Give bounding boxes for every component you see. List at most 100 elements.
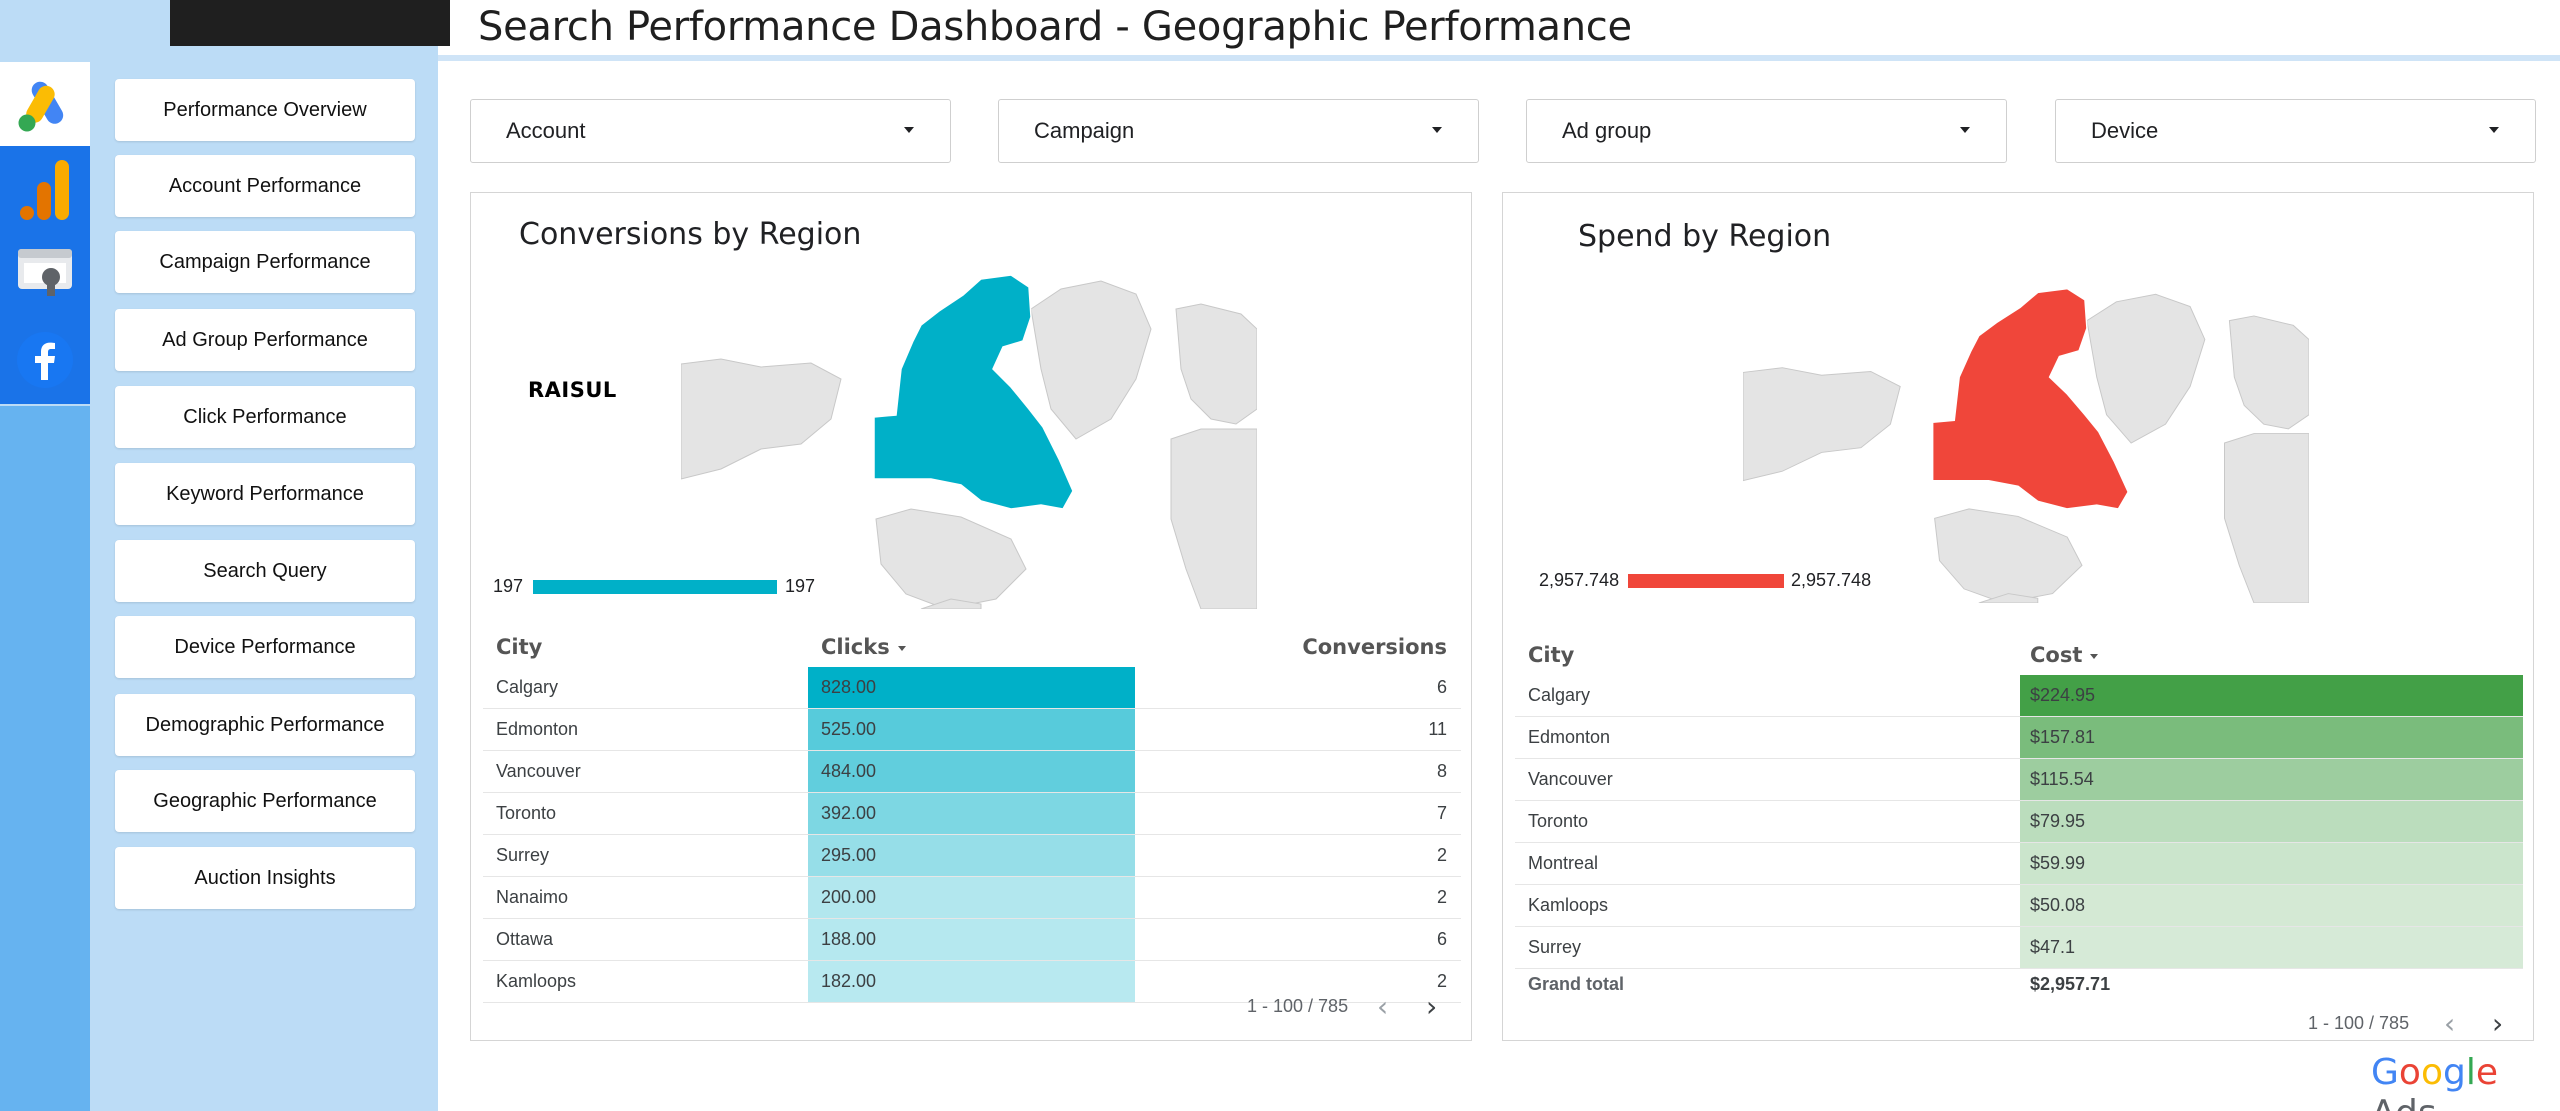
nav-item-demographic-performance[interactable]: Demographic Performance — [115, 694, 415, 756]
col-header-city[interactable]: City — [1528, 643, 1575, 667]
cell-conversions: 6 — [1436, 929, 1447, 949]
nav-item-device-performance[interactable]: Device Performance — [115, 616, 415, 678]
table-row[interactable]: Ottawa 188.00 6 — [483, 919, 1461, 961]
nav-item-keyword-performance[interactable]: Keyword Performance — [115, 463, 415, 525]
table-row[interactable]: Montreal $59.99 — [1515, 843, 2523, 885]
cell-conversions: 11 — [1428, 719, 1447, 739]
col-header-city[interactable]: City — [496, 635, 543, 659]
nav-item-account-performance[interactable]: Account Performance — [115, 155, 415, 217]
dropdown-caret-icon — [2489, 127, 2499, 133]
cell-clicks: 392.00 — [808, 793, 1135, 834]
cell-clicks: 828.00 — [808, 667, 1135, 708]
spend-map[interactable] — [1743, 283, 2309, 603]
table-row[interactable]: Surrey 295.00 2 — [483, 835, 1461, 877]
conversions-map[interactable] — [681, 269, 1257, 609]
table-row[interactable]: Calgary $224.95 — [1515, 675, 2523, 717]
col-header-label: Cost — [2030, 643, 2083, 667]
cell-conversions: 2 — [1436, 845, 1447, 865]
col-header-cost[interactable]: Cost — [2030, 643, 2099, 667]
cell-conversions: 6 — [1436, 677, 1447, 697]
legend-gradient-bar — [1628, 574, 1784, 588]
cell-conversions: 2 — [1436, 887, 1447, 907]
facebook-icon[interactable] — [0, 316, 90, 406]
nav-item-auction-insights[interactable]: Auction Insights — [115, 847, 415, 909]
col-header-clicks[interactable]: Clicks — [821, 635, 906, 659]
cell-city: Vancouver — [496, 761, 581, 781]
prev-page-icon[interactable]: ‹ — [2444, 1007, 2456, 1040]
logo-placeholder — [170, 0, 450, 46]
table-row[interactable]: Toronto 392.00 7 — [483, 793, 1461, 835]
legend-gradient-bar — [533, 580, 777, 594]
table-row[interactable]: Kamloops 182.00 2 — [483, 961, 1461, 1003]
table-row[interactable]: Vancouver 484.00 8 — [483, 751, 1461, 793]
cell-city: Toronto — [1528, 811, 1589, 831]
next-page-icon[interactable]: › — [2492, 1007, 2504, 1040]
cell-city: Edmonton — [496, 719, 579, 739]
cell-clicks: 188.00 — [808, 919, 1135, 960]
filter-label: Account — [506, 118, 586, 143]
cell-cost: $59.99 — [2020, 843, 2523, 884]
cell-city: Vancouver — [1528, 769, 1613, 789]
filter-label: Device — [2091, 118, 2159, 143]
prev-page-icon[interactable]: ‹ — [1377, 990, 1389, 1023]
title-divider — [438, 55, 2560, 61]
pagination-label: 1 - 100 / 785 — [1247, 996, 1349, 1016]
cell-cost: $50.08 — [2020, 885, 2523, 926]
dropdown-caret-icon — [1960, 127, 1970, 133]
table-row[interactable]: Edmonton 525.00 11 — [483, 709, 1461, 751]
cell-cost: $79.95 — [2020, 801, 2523, 842]
cell-clicks: 182.00 — [808, 961, 1135, 1002]
google-ads-icon[interactable] — [0, 62, 90, 152]
nav-item-performance-overview[interactable]: Performance Overview — [115, 79, 415, 141]
legend-max: 2,957.748 — [1791, 570, 1872, 590]
legend-max: 197 — [785, 576, 816, 596]
nav-item-campaign-performance[interactable]: Campaign Performance — [115, 231, 415, 293]
grand-total-label: Grand total — [1528, 974, 1625, 994]
next-page-icon[interactable]: › — [1426, 990, 1438, 1023]
panel-title: Spend by Region — [1578, 219, 1832, 254]
cell-clicks: 484.00 — [808, 751, 1135, 792]
cell-cost: $47.1 — [2020, 927, 2523, 968]
filter-account[interactable]: Account — [470, 99, 951, 163]
filter-ad-group[interactable]: Ad group — [1526, 99, 2007, 163]
table-row[interactable]: Calgary 828.00 6 — [483, 667, 1461, 709]
google-analytics-icon[interactable] — [0, 146, 90, 236]
google-ads-logo: Google Ads — [2371, 1052, 2560, 1111]
table-row[interactable]: Nanaimo 200.00 2 — [483, 877, 1461, 919]
sort-desc-icon — [2090, 653, 2099, 659]
dropdown-caret-icon — [904, 127, 914, 133]
nav-item-label: Search Query — [203, 559, 327, 582]
table-row[interactable]: Kamloops $50.08 — [1515, 885, 2523, 927]
nav-item-geographic-performance[interactable]: Geographic Performance — [115, 770, 415, 832]
nav-item-label: Ad Group Performance — [162, 328, 368, 351]
cell-cost: $157.81 — [2020, 717, 2523, 758]
ads-wordmark: Ads — [2371, 1093, 2437, 1111]
table-row[interactable]: Toronto $79.95 — [1515, 801, 2523, 843]
filter-device[interactable]: Device — [2055, 99, 2536, 163]
nav-item-search-query[interactable]: Search Query — [115, 540, 415, 602]
nav-item-label: Geographic Performance — [153, 789, 377, 812]
table-row[interactable]: Surrey $47.1 — [1515, 927, 2523, 969]
filter-label: Ad group — [1562, 118, 1652, 143]
cell-city: Ottawa — [496, 929, 554, 949]
col-header-conversions[interactable]: Conversions — [1302, 635, 1447, 659]
filter-label: Campaign — [1034, 118, 1135, 143]
nav-item-ad-group-performance[interactable]: Ad Group Performance — [115, 309, 415, 371]
spend-panel: Spend by Region 2,957.748 2,957.748 City… — [1502, 192, 2534, 1041]
cell-city: Kamloops — [496, 971, 577, 991]
search-console-icon[interactable] — [0, 228, 90, 318]
grand-total-value: $2,957.71 — [2030, 974, 2111, 994]
cell-city: Kamloops — [1528, 895, 1609, 915]
cell-city: Surrey — [1528, 937, 1582, 957]
cell-city: Calgary — [1528, 685, 1591, 705]
nav-panel: Performance Overview Account Performance C… — [90, 0, 450, 1111]
nav-item-click-performance[interactable]: Click Performance — [115, 386, 415, 448]
filter-campaign[interactable]: Campaign — [998, 99, 1479, 163]
nav-item-label: Click Performance — [183, 405, 347, 428]
nav-item-label: Campaign Performance — [159, 250, 371, 273]
pagination-label: 1 - 100 / 785 — [2308, 1013, 2410, 1033]
table-row[interactable]: Edmonton $157.81 — [1515, 717, 2523, 759]
table-row[interactable]: Vancouver $115.54 — [1515, 759, 2523, 801]
page-title: Search Performance Dashboard - Geographi… — [478, 4, 1632, 50]
